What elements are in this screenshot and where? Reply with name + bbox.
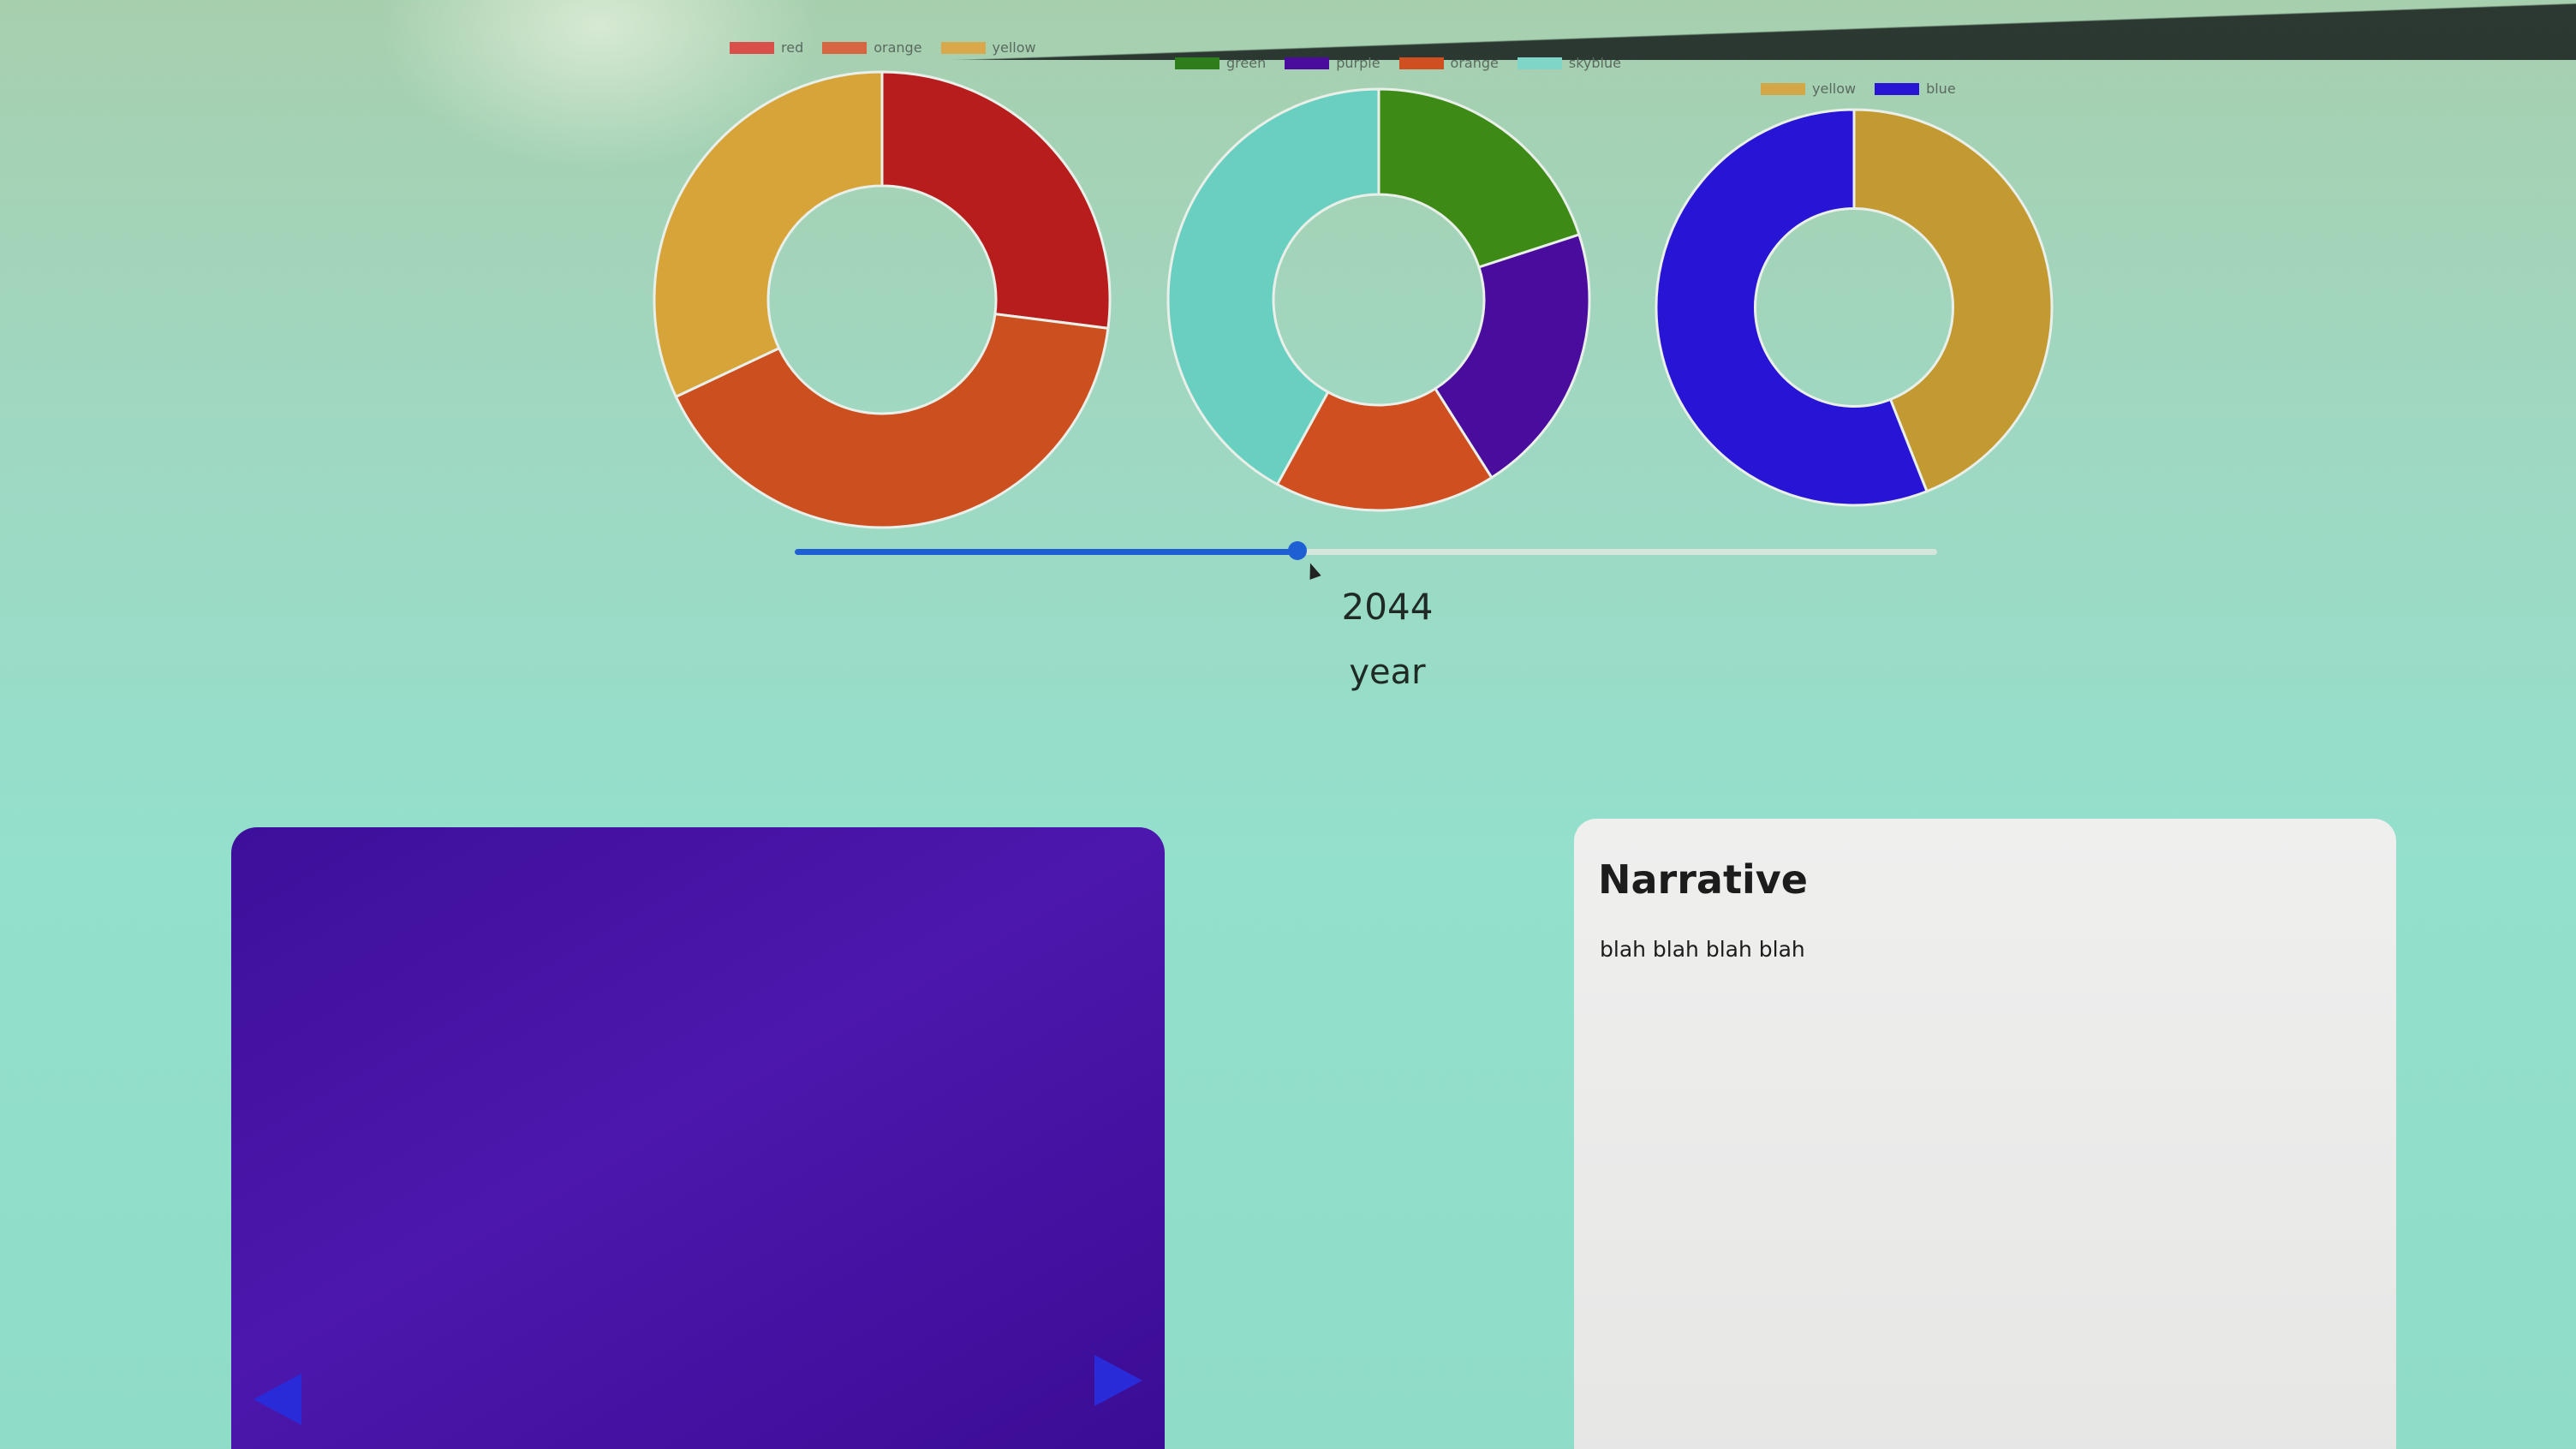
donut-chart-2: green purple orange skyblue [1165,51,1621,514]
media-panel [231,827,1165,1449]
donut-slice-orange[interactable] [674,312,1110,529]
legend-label: blue [1926,80,1956,97]
donut-chart-1: red orange yellow [651,34,1113,529]
donut-slice-orange[interactable] [1275,386,1494,512]
narrative-panel: Narrative blah blah blah blah [1574,819,2396,1449]
legend-label: orange [1450,55,1499,71]
donut-chart-2-svg [1166,87,1591,512]
legend-swatch [1761,82,1805,95]
legend-item: orange [1398,55,1499,71]
donut-slice-blue[interactable] [1655,108,1929,507]
donut-slice-yellow[interactable] [653,70,884,399]
mouse-cursor-icon [1304,561,1321,580]
year-slider[interactable] [795,541,1937,564]
legend-label: yellow [992,39,1036,56]
narrative-title: Narrative [1598,856,1808,903]
triangle-right-icon[interactable] [1094,1355,1142,1406]
donut-chart-3-svg [1655,108,2054,507]
legend-swatch [822,41,868,54]
legend-item: purple [1285,55,1380,71]
legend-item: blue [1875,80,1956,97]
legend-label: purple [1336,55,1380,71]
legend-label: orange [874,39,922,56]
year-value: 2044 [1341,586,1434,628]
legend-label: green [1226,55,1267,71]
donut-chart-1-svg [653,70,1112,529]
legend-item: yellow [1761,80,1856,97]
legend-swatch [1875,82,1920,95]
narrative-text: blah blah blah blah [1600,937,1805,962]
slider-track[interactable] [795,549,1937,555]
legend-swatch [940,41,986,54]
chart-2-legend: green purple orange skyblue [1175,55,1621,71]
chart-1-legend: red orange yellow [730,39,1036,56]
year-label: year [1349,653,1426,692]
donut-slice-purple[interactable] [1433,233,1591,480]
donut-slice-red[interactable] [880,70,1112,331]
donut-slice-green[interactable] [1377,87,1581,269]
triangle-left-icon[interactable] [253,1374,301,1425]
legend-label: red [781,39,804,56]
chart-3-legend: yellow blue [1761,80,1956,97]
legend-swatch [730,41,774,54]
legend-item: green [1175,55,1266,71]
legend-label: skyblue [1568,55,1621,71]
legend-item: yellow [940,39,1036,56]
donut-slice-skyblue[interactable] [1166,87,1380,486]
legend-item: orange [822,39,922,56]
legend-item: skyblue [1517,55,1621,71]
legend-swatch [1285,57,1330,69]
slider-thumb[interactable] [1287,541,1307,560]
legend-item: red [730,39,803,56]
slider-fill [795,549,1297,555]
legend-swatch [1517,57,1562,69]
donut-chart-3: yellow blue [1653,77,2064,522]
legend-swatch [1175,57,1219,69]
donut-slice-yellow[interactable] [1852,108,2054,493]
legend-swatch [1398,57,1444,69]
legend-label: yellow [1812,80,1857,97]
